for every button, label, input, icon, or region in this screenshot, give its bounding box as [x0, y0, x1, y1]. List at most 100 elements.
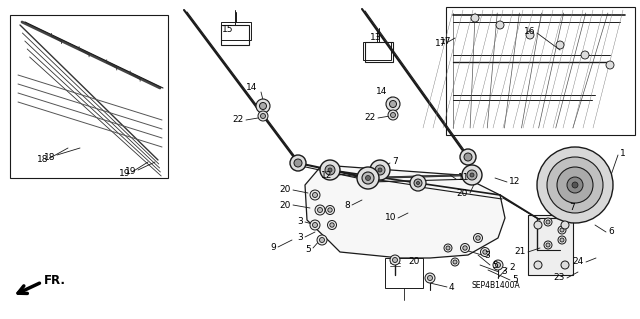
- Circle shape: [325, 165, 335, 175]
- Text: 15: 15: [222, 26, 234, 34]
- Text: 22: 22: [233, 115, 244, 124]
- Circle shape: [495, 263, 500, 268]
- Bar: [446, 7, 635, 135]
- Circle shape: [471, 14, 479, 22]
- Text: 3: 3: [501, 268, 507, 277]
- Circle shape: [328, 220, 337, 229]
- Circle shape: [357, 167, 379, 189]
- Text: 7: 7: [569, 204, 575, 212]
- Circle shape: [560, 238, 564, 242]
- Circle shape: [544, 241, 552, 249]
- Circle shape: [467, 170, 477, 180]
- Text: 14: 14: [376, 87, 387, 97]
- Circle shape: [606, 61, 614, 69]
- Circle shape: [417, 182, 419, 184]
- Circle shape: [428, 276, 433, 280]
- Circle shape: [546, 243, 550, 247]
- Circle shape: [451, 258, 459, 266]
- Circle shape: [365, 175, 371, 181]
- Circle shape: [474, 234, 483, 242]
- Text: 22: 22: [365, 114, 376, 122]
- Text: 4: 4: [449, 283, 454, 292]
- Circle shape: [558, 236, 566, 244]
- Text: 19: 19: [125, 167, 136, 176]
- Circle shape: [319, 238, 324, 242]
- Circle shape: [414, 179, 422, 187]
- Text: 5: 5: [492, 261, 498, 270]
- Circle shape: [390, 113, 396, 117]
- Circle shape: [476, 236, 480, 240]
- Text: 13: 13: [370, 33, 381, 42]
- Text: 3: 3: [484, 250, 490, 259]
- Circle shape: [390, 255, 400, 265]
- Text: 18: 18: [36, 155, 48, 165]
- Circle shape: [560, 228, 564, 232]
- Text: 19: 19: [118, 169, 130, 179]
- Circle shape: [567, 177, 583, 193]
- Circle shape: [483, 250, 487, 254]
- Circle shape: [561, 261, 569, 269]
- Circle shape: [317, 207, 323, 212]
- Circle shape: [463, 246, 467, 250]
- Circle shape: [481, 248, 490, 256]
- Text: 8: 8: [344, 201, 350, 210]
- Bar: [10, 15, 168, 178]
- Circle shape: [328, 208, 332, 212]
- Circle shape: [526, 31, 534, 39]
- Text: 16: 16: [524, 27, 535, 36]
- Text: 20: 20: [280, 186, 291, 195]
- Circle shape: [328, 168, 332, 172]
- Circle shape: [444, 244, 452, 252]
- Bar: [221, 22, 251, 40]
- Circle shape: [326, 205, 335, 214]
- Circle shape: [310, 220, 320, 230]
- Text: 6: 6: [608, 227, 614, 236]
- Circle shape: [317, 235, 327, 245]
- Text: 7: 7: [392, 157, 397, 166]
- Text: 12: 12: [509, 177, 520, 187]
- Bar: [221, 25, 249, 45]
- Bar: [363, 42, 391, 60]
- Circle shape: [312, 192, 317, 197]
- Text: 17: 17: [440, 38, 451, 47]
- Circle shape: [558, 226, 566, 234]
- Circle shape: [544, 218, 552, 226]
- Circle shape: [410, 175, 426, 191]
- Circle shape: [256, 99, 270, 113]
- Text: 9: 9: [270, 242, 276, 251]
- Circle shape: [320, 160, 340, 180]
- Circle shape: [378, 168, 382, 172]
- Text: 20: 20: [456, 189, 468, 197]
- Text: 3: 3: [297, 233, 303, 241]
- Circle shape: [537, 147, 613, 223]
- Circle shape: [493, 260, 503, 270]
- Text: FR.: FR.: [44, 273, 66, 286]
- Text: 23: 23: [554, 273, 565, 283]
- Circle shape: [496, 21, 504, 29]
- Circle shape: [462, 165, 482, 185]
- Text: 20: 20: [408, 257, 419, 266]
- Circle shape: [388, 110, 398, 120]
- Circle shape: [561, 221, 569, 229]
- Circle shape: [446, 246, 450, 250]
- Text: 14: 14: [246, 84, 257, 93]
- Text: 11: 11: [458, 174, 470, 182]
- Text: SEP4B1400A: SEP4B1400A: [472, 281, 521, 291]
- Text: 2: 2: [509, 263, 515, 271]
- Circle shape: [290, 155, 306, 171]
- Text: 12: 12: [321, 170, 332, 180]
- Circle shape: [362, 172, 374, 184]
- Circle shape: [470, 173, 474, 177]
- Bar: [365, 42, 393, 62]
- Circle shape: [386, 97, 400, 111]
- Text: 24: 24: [573, 257, 584, 266]
- Text: 3: 3: [297, 218, 303, 226]
- Circle shape: [557, 167, 593, 203]
- Circle shape: [330, 223, 334, 227]
- Text: 17: 17: [435, 40, 446, 48]
- Circle shape: [534, 261, 542, 269]
- Text: 5: 5: [512, 276, 518, 285]
- Circle shape: [572, 182, 578, 188]
- Text: 18: 18: [44, 152, 55, 161]
- Circle shape: [315, 205, 325, 215]
